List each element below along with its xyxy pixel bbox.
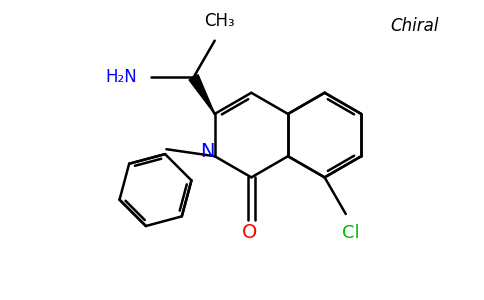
- Polygon shape: [189, 75, 215, 114]
- Text: O: O: [242, 223, 257, 242]
- Text: H₂N: H₂N: [106, 68, 137, 86]
- Text: Chiral: Chiral: [390, 16, 439, 34]
- Text: N: N: [200, 142, 214, 161]
- Text: Cl: Cl: [342, 224, 360, 242]
- Text: CH₃: CH₃: [204, 12, 235, 30]
